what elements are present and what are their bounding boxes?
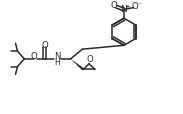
Text: H: H xyxy=(54,58,60,67)
Text: O: O xyxy=(31,52,37,60)
Text: O: O xyxy=(132,2,138,11)
Text: O: O xyxy=(87,55,94,64)
Text: ⁻: ⁻ xyxy=(137,0,141,9)
Text: +: + xyxy=(124,4,130,10)
Polygon shape xyxy=(71,59,84,71)
Text: O: O xyxy=(111,1,118,10)
Text: O: O xyxy=(41,40,48,49)
Text: N: N xyxy=(54,52,60,61)
Text: N: N xyxy=(121,5,127,14)
